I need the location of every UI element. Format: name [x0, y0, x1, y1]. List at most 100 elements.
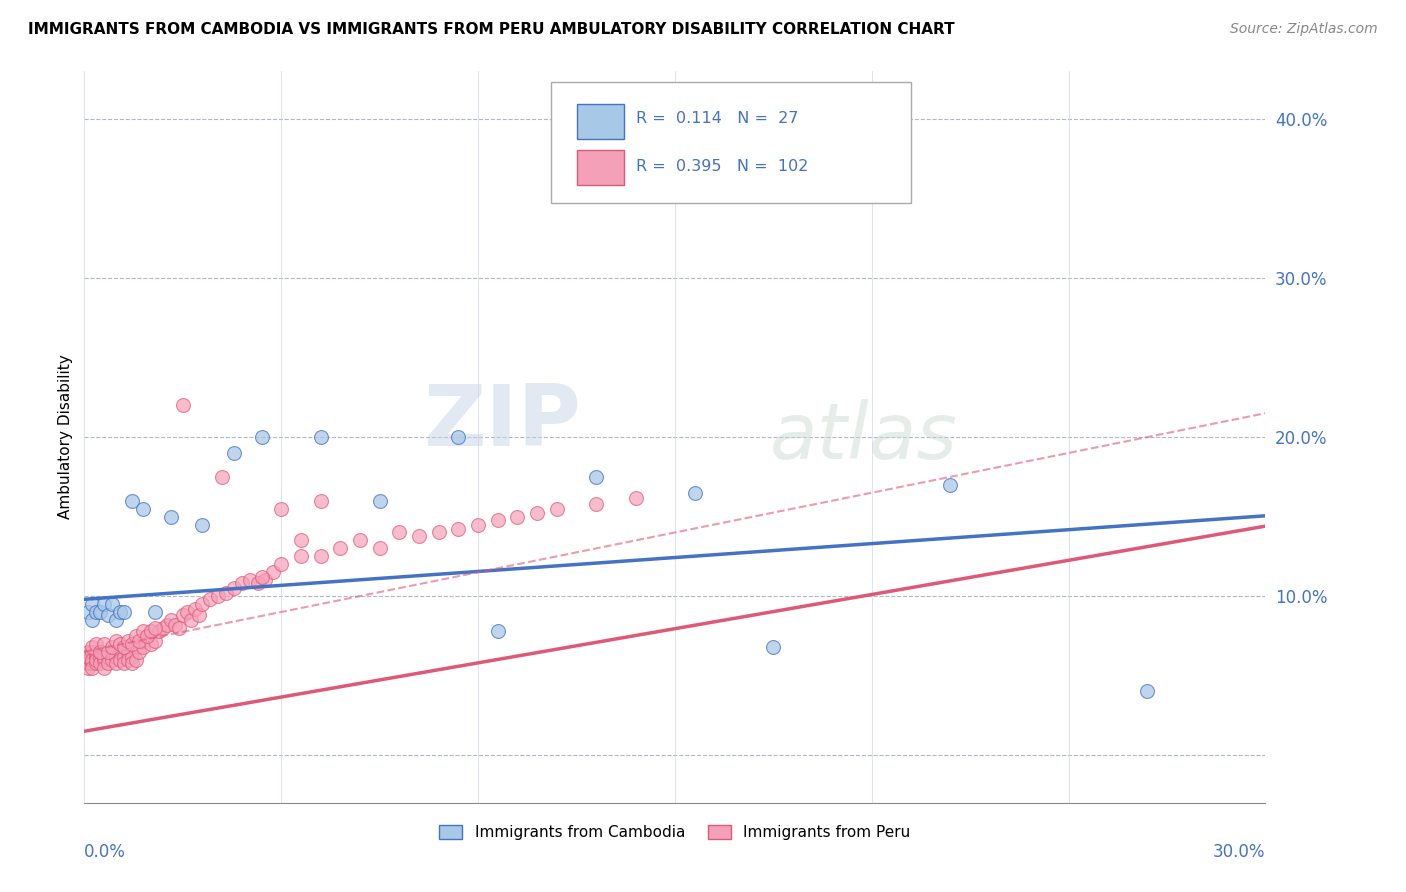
Point	[82, 660, 104, 674]
Point	[546, 501, 568, 516]
Point	[136, 629, 159, 643]
Point	[82, 640, 104, 654]
Point	[270, 558, 292, 572]
Point	[77, 653, 100, 667]
Point	[117, 645, 139, 659]
Point	[211, 470, 233, 484]
Text: IMMIGRANTS FROM CAMBODIA VS IMMIGRANTS FROM PERU AMBULATORY DISABILITY CORRELATI: IMMIGRANTS FROM CAMBODIA VS IMMIGRANTS F…	[28, 22, 955, 37]
Point	[200, 592, 222, 607]
Point	[108, 645, 131, 659]
Point	[132, 501, 155, 516]
Legend: Immigrants from Cambodia, Immigrants from Peru: Immigrants from Cambodia, Immigrants fro…	[433, 819, 917, 847]
Point	[89, 649, 111, 664]
Point	[172, 608, 194, 623]
Point	[506, 509, 529, 524]
Point	[246, 576, 269, 591]
Bar	[576, 104, 624, 139]
Point	[290, 549, 312, 564]
Point	[1136, 684, 1159, 698]
Point	[191, 517, 214, 532]
Point	[97, 656, 120, 670]
Point	[270, 501, 292, 516]
Point	[309, 430, 332, 444]
Point	[368, 541, 391, 556]
Point	[254, 573, 277, 587]
Point	[309, 549, 332, 564]
Point	[82, 645, 104, 659]
Point	[104, 633, 127, 648]
Point	[231, 576, 253, 591]
Point	[84, 649, 107, 664]
Point	[141, 637, 163, 651]
Point	[84, 605, 107, 619]
Point	[136, 629, 159, 643]
Point	[309, 493, 332, 508]
Point	[447, 430, 470, 444]
Point	[89, 605, 111, 619]
Point	[486, 513, 509, 527]
Point	[93, 597, 115, 611]
Point	[108, 653, 131, 667]
Point	[77, 605, 100, 619]
Point	[141, 624, 163, 638]
Point	[104, 656, 127, 670]
Point	[329, 541, 352, 556]
Point	[84, 637, 107, 651]
Point	[408, 529, 430, 543]
Text: ZIP: ZIP	[423, 381, 581, 464]
Point	[112, 605, 135, 619]
Text: R =  0.395   N =  102: R = 0.395 N = 102	[636, 159, 808, 174]
Point	[112, 656, 135, 670]
Point	[77, 645, 100, 659]
Point	[84, 653, 107, 667]
Point	[97, 649, 120, 664]
Point	[163, 617, 186, 632]
Point	[167, 621, 190, 635]
Point	[152, 621, 174, 635]
Point	[585, 470, 607, 484]
Point	[132, 640, 155, 654]
Point	[148, 624, 170, 638]
Point	[84, 656, 107, 670]
Point	[93, 649, 115, 664]
Point	[101, 597, 124, 611]
Point	[121, 493, 143, 508]
Point	[89, 645, 111, 659]
Point	[121, 656, 143, 670]
Point	[93, 637, 115, 651]
Point	[939, 477, 962, 491]
Point	[132, 624, 155, 638]
Point	[207, 589, 229, 603]
Point	[82, 613, 104, 627]
Point	[250, 570, 273, 584]
Y-axis label: Ambulatory Disability: Ambulatory Disability	[58, 355, 73, 519]
Point	[124, 653, 146, 667]
Point	[239, 573, 262, 587]
Point	[349, 533, 371, 548]
Point	[108, 605, 131, 619]
Point	[124, 640, 146, 654]
Point	[187, 608, 209, 623]
Point	[112, 640, 135, 654]
Point	[160, 613, 183, 627]
Point	[222, 446, 245, 460]
Point	[427, 525, 450, 540]
Point	[93, 660, 115, 674]
Point	[77, 660, 100, 674]
Point	[121, 649, 143, 664]
Point	[104, 649, 127, 664]
Point	[97, 645, 120, 659]
Point	[82, 597, 104, 611]
Point	[368, 493, 391, 508]
Point	[104, 613, 127, 627]
Point	[467, 517, 489, 532]
Text: Source: ZipAtlas.com: Source: ZipAtlas.com	[1230, 22, 1378, 37]
Point	[160, 509, 183, 524]
Point	[117, 653, 139, 667]
Point	[128, 633, 150, 648]
Point	[143, 605, 166, 619]
Point	[108, 637, 131, 651]
Point	[101, 645, 124, 659]
Point	[77, 649, 100, 664]
Point	[180, 613, 202, 627]
